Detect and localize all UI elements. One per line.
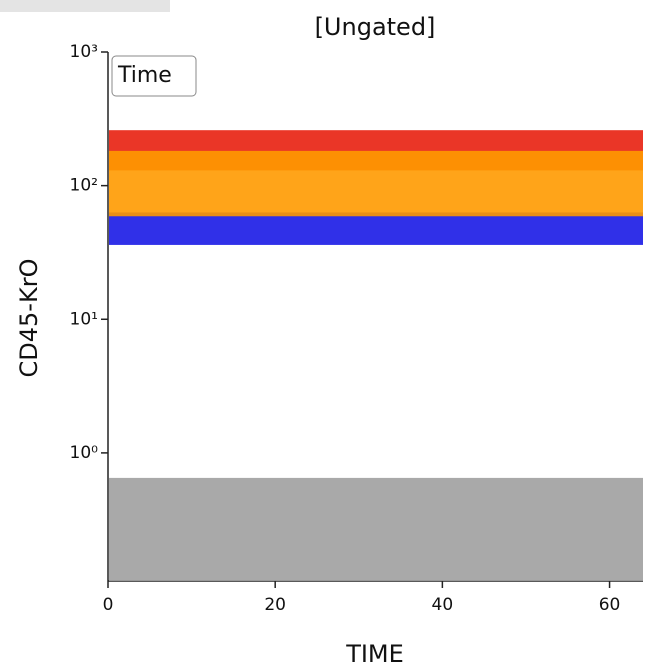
y-tick-label: 10²: [70, 176, 98, 196]
x-tick-label: 60: [599, 595, 621, 615]
x-tick-label: 0: [103, 595, 114, 615]
x-tick-label: 40: [432, 595, 454, 615]
y-tick-label: 10³: [70, 42, 98, 62]
x-tick-label: 20: [264, 595, 286, 615]
toolbar-strip: [0, 0, 170, 12]
legend-box: [111, 55, 197, 97]
chart-title: [Ungated]: [315, 13, 436, 41]
population-band: [109, 212, 643, 245]
y-axis-label: CD45-KrO: [15, 259, 43, 378]
y-tick-label: 10⁰: [70, 443, 99, 463]
legend-label: Time: [117, 63, 172, 88]
population-band: [109, 477, 643, 581]
y-tick-label: 10¹: [70, 309, 98, 329]
x-axis-label: TIME: [345, 640, 404, 668]
population-band: [109, 150, 643, 217]
